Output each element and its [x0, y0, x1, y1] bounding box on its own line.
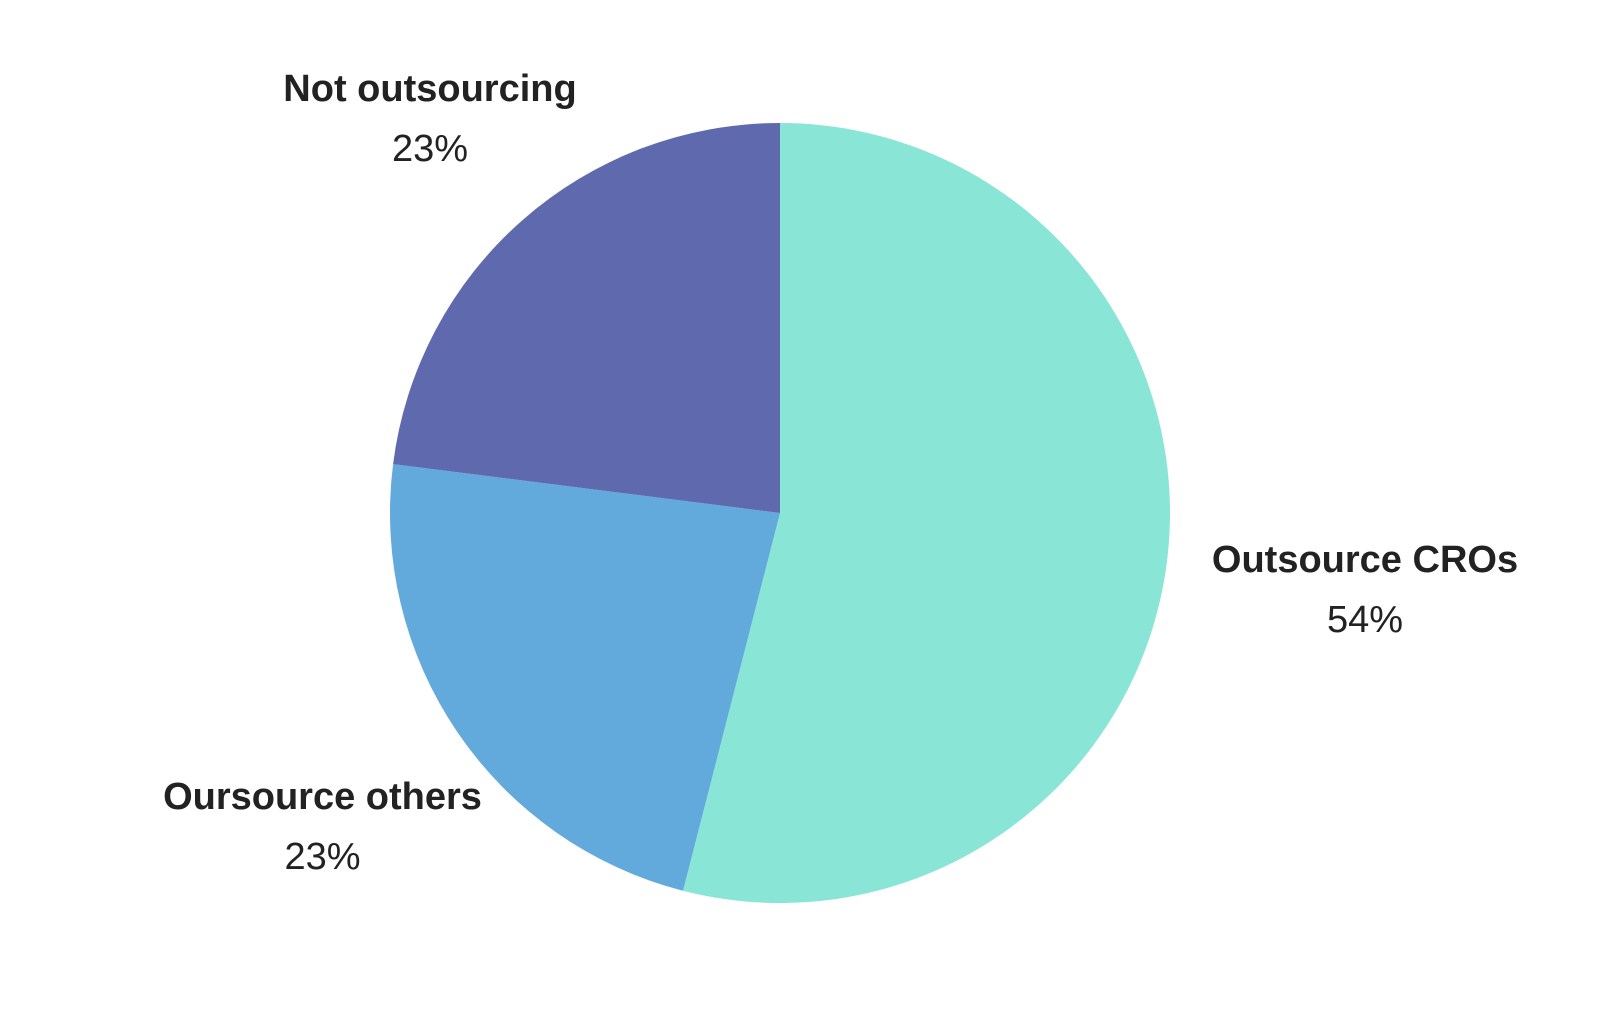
pie-slice-not-outsourcing	[393, 123, 780, 513]
slice-label-name: Not outsourcing	[283, 68, 577, 110]
slice-label-outsource-cros: Outsource CROs 54%	[1185, 538, 1545, 642]
slice-label-percent: 23%	[284, 836, 361, 878]
pie-slice-outsource-cros	[683, 123, 1170, 903]
slice-label-percent: 54%	[1326, 599, 1404, 641]
slice-label-name: Outsource CROs	[1211, 539, 1519, 581]
slice-label-percent: 23%	[391, 128, 469, 170]
slice-label-name: Oursource others	[163, 776, 482, 818]
pie-slice-oursource-others	[390, 464, 780, 891]
slice-label-oursource-others: Oursource others 23%	[140, 775, 505, 879]
slice-label-not-outsourcing: Not outsourcing 23%	[255, 67, 605, 171]
